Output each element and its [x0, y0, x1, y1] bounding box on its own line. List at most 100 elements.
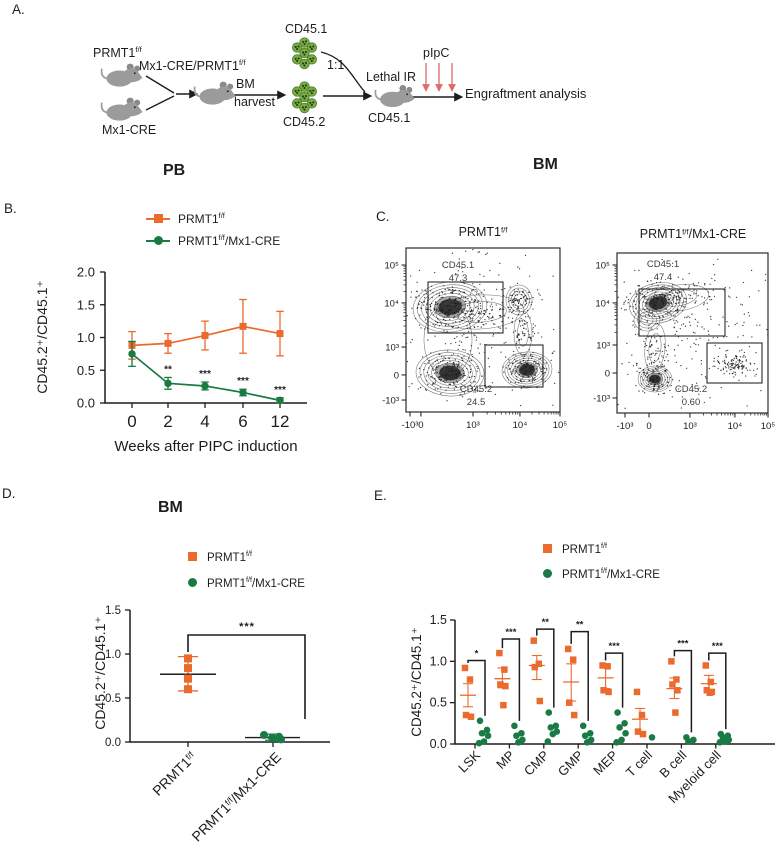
data-point	[669, 681, 676, 688]
category-group-7: ***	[700, 641, 733, 746]
donor-mouse-2-icon	[100, 96, 144, 122]
data-point	[570, 711, 578, 719]
data-point	[613, 739, 620, 746]
data-point	[239, 388, 247, 397]
svg-text:1.0: 1.0	[105, 649, 121, 661]
significance-stars: ***	[199, 369, 211, 380]
data-point	[513, 732, 520, 740]
significance-bracket	[673, 649, 693, 733]
svg-text:0.5: 0.5	[77, 363, 95, 378]
significance-bracket	[536, 628, 555, 708]
y-axis-label: CD45.2⁺/CD45.1⁺	[409, 627, 424, 737]
category-label: PRMT1f/f	[149, 748, 199, 798]
plot-frame	[616, 252, 769, 414]
data-point	[638, 711, 646, 719]
data-point	[502, 682, 509, 690]
svg-text:0: 0	[605, 369, 610, 380]
gate-percent: 0.60	[682, 397, 701, 408]
data-point	[476, 717, 484, 725]
significance-bracket	[604, 652, 624, 708]
data-point	[672, 709, 679, 716]
svg-text:10⁴: 10⁴	[384, 298, 399, 309]
svg-text:1.0: 1.0	[77, 330, 95, 345]
significance-stars: ***	[239, 621, 255, 633]
significance-stars: **	[542, 617, 550, 628]
data-point	[702, 662, 710, 669]
significance-stars: ***	[609, 641, 620, 652]
svg-text:-10³: -10³	[382, 396, 399, 407]
significance-bracket	[187, 634, 306, 719]
panel-b-label: B.	[4, 201, 17, 216]
data-point	[621, 720, 628, 727]
gate-label: CD45.2	[460, 384, 492, 395]
significance-stars: **	[576, 620, 584, 631]
svg-text:0.5: 0.5	[430, 696, 447, 710]
legend-item: PRMT1f/f	[541, 542, 660, 556]
circle-marker-icon	[541, 569, 553, 579]
svg-text:10³: 10³	[596, 341, 610, 352]
svg-text:10³: 10³	[683, 421, 697, 432]
svg-text:0: 0	[646, 421, 651, 432]
data-point	[128, 350, 136, 358]
category-label: PRMT1f/f/Mx1-CRE	[188, 749, 284, 845]
svg-text:2.0: 2.0	[77, 265, 95, 280]
legend-item: PRMT1f/f/Mx1-CRE	[186, 576, 305, 590]
svg-text:0.0: 0.0	[77, 396, 95, 411]
legend-panel-d: PRMT1f/f PRMT1f/f/Mx1-CRE	[186, 550, 305, 602]
data-point	[184, 685, 192, 694]
category-label: MP	[493, 748, 517, 772]
svg-text:1.5: 1.5	[105, 605, 121, 617]
svg-text:-10³: -10³	[402, 420, 419, 431]
data-point	[496, 649, 503, 657]
gate-rect	[638, 288, 726, 337]
data-point	[184, 654, 192, 663]
data-point	[544, 738, 552, 745]
significance-stars: ***	[237, 376, 249, 387]
legend-label: PRMT1f/f	[562, 542, 607, 556]
data-point	[531, 663, 539, 671]
legend-item: PRMT1f/f	[146, 211, 280, 226]
category-group-1: ***	[494, 627, 526, 746]
data-point	[716, 739, 724, 746]
data-point	[239, 322, 247, 330]
svg-text:12: 12	[271, 412, 290, 431]
circle-marker-icon	[186, 578, 198, 588]
data-point	[467, 713, 475, 720]
svg-text:10⁴: 10⁴	[513, 420, 528, 431]
panel-d-label: D.	[2, 486, 16, 501]
cells-bottom-label: CD45.2	[283, 115, 326, 129]
legend-label: PRMT1f/f/Mx1-CRE	[207, 575, 305, 590]
data-point	[569, 656, 577, 663]
category-label: GMP	[555, 748, 587, 780]
circle-marker-icon	[146, 236, 170, 246]
data-point	[685, 738, 692, 745]
cross-label: Mx1-CRE/PRMT1f/f	[139, 58, 246, 74]
data-point	[461, 664, 469, 672]
category-label: CMP	[521, 748, 552, 779]
category-label: MEP	[590, 748, 621, 779]
significance-stars: **	[164, 364, 172, 375]
axes	[129, 610, 330, 743]
recipient-mouse-icon	[374, 84, 416, 108]
legend-item: PRMT1f/f	[186, 550, 305, 564]
significance-bracket	[467, 659, 486, 716]
svg-text:1.5: 1.5	[430, 613, 447, 627]
category-group-5	[632, 688, 656, 741]
svg-text:-10³: -10³	[617, 421, 634, 432]
cross-mouse-icon	[193, 80, 237, 106]
gate-percent: 47.4	[654, 272, 673, 283]
data-point	[599, 662, 606, 669]
panel-e-label: E.	[374, 488, 387, 503]
legend-panel-e: PRMT1f/f PRMT1f/f/Mx1-CRE	[541, 542, 660, 592]
data-point	[549, 730, 557, 738]
svg-text:-10³: -10³	[593, 393, 610, 404]
experiment-schematic	[100, 37, 464, 122]
legend-item: PRMT1f/f/Mx1-CRE	[146, 233, 280, 248]
data-point	[501, 666, 508, 673]
gate-label: CD45.1	[647, 259, 679, 270]
panel-a-label: A.	[12, 2, 25, 17]
data-point	[552, 722, 560, 730]
